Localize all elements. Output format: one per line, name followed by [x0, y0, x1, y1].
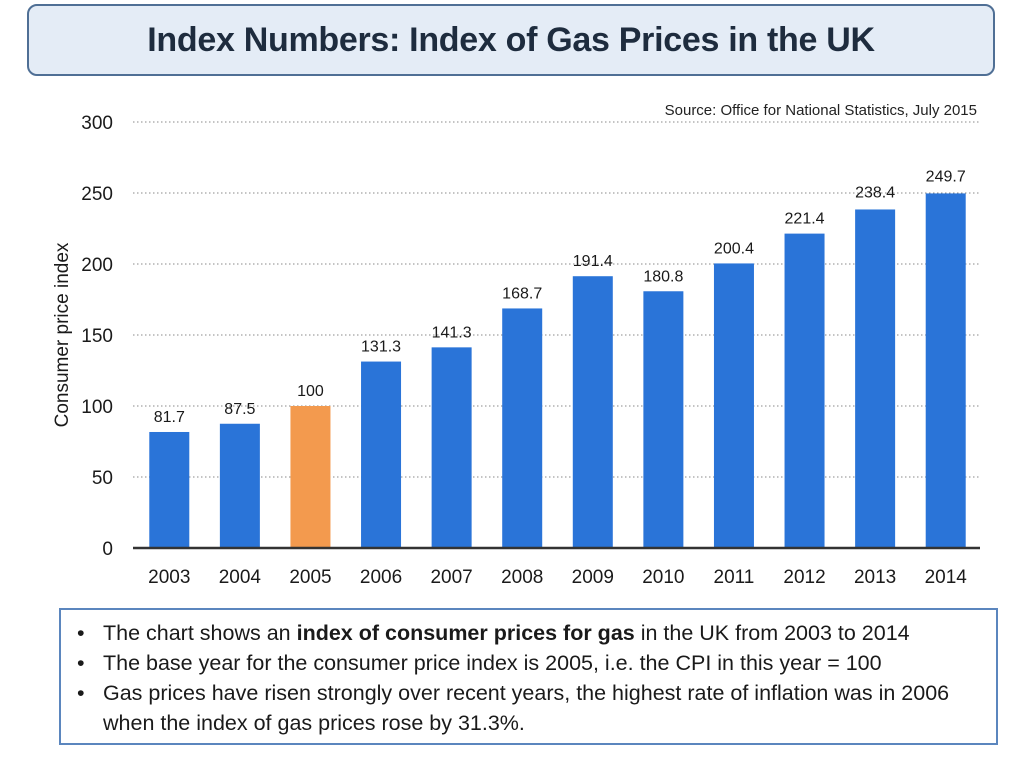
bar-2014: [925, 193, 966, 548]
source-note: Source: Office for National Statistics, …: [665, 102, 977, 119]
y-tick-label: 50: [92, 468, 113, 489]
x-tick-label: 2013: [854, 567, 896, 588]
data-label: 141.3: [432, 324, 472, 341]
bar-chart: Source: Office for National Statistics, …: [52, 102, 980, 588]
bar-2006: [361, 361, 402, 548]
bar-2005: [290, 406, 331, 548]
data-label: 191.4: [573, 253, 613, 270]
x-tick-label: 2011: [714, 567, 755, 588]
note-text: The base year for the consumer price ind…: [103, 651, 882, 675]
page-title: Index Numbers: Index of Gas Prices in th…: [147, 20, 875, 59]
bar-2010: [643, 291, 684, 548]
x-tick-label: 2009: [572, 567, 614, 588]
data-label: 168.7: [502, 285, 542, 302]
data-label: 131.3: [361, 339, 401, 356]
x-tick-label: 2007: [430, 567, 472, 588]
x-tick-label: 2005: [289, 567, 331, 588]
bar-2011: [713, 263, 754, 548]
bar-2008: [502, 308, 543, 548]
x-tick-label: 2006: [360, 567, 402, 588]
note-text: The chart shows an: [103, 621, 297, 645]
data-label: 100: [297, 383, 324, 400]
x-tick-label: 2008: [501, 567, 543, 588]
note-text: Gas prices have risen strongly over rece…: [103, 681, 950, 735]
note-emphasis: index of consumer prices for gas: [296, 621, 635, 645]
data-label: 238.4: [855, 184, 895, 201]
x-tick-label: 2010: [642, 567, 684, 588]
data-label: 180.8: [643, 268, 683, 285]
bar-2013: [855, 209, 896, 549]
x-tick-label: 2003: [148, 567, 190, 588]
data-label: 81.7: [154, 409, 185, 426]
title-banner: Index Numbers: Index of Gas Prices in th…: [27, 4, 995, 76]
data-label: 87.5: [224, 401, 255, 418]
notes-box: The chart shows an index of consumer pri…: [59, 608, 998, 745]
bar-2004: [219, 423, 260, 548]
note-item: Gas prices have risen strongly over rece…: [75, 678, 982, 738]
note-item: The chart shows an index of consumer pri…: [75, 618, 982, 648]
x-tick-label: 2014: [925, 567, 968, 588]
y-tick-label: 250: [81, 184, 113, 205]
data-label: 221.4: [785, 211, 825, 228]
y-tick-label: 100: [81, 397, 113, 418]
bar-2007: [431, 347, 472, 548]
bar-2003: [149, 431, 190, 548]
note-item: The base year for the consumer price ind…: [75, 648, 982, 678]
y-tick-label: 200: [81, 255, 113, 276]
y-tick-label: 0: [102, 539, 113, 560]
x-tick-label: 2012: [783, 567, 825, 588]
data-label: 200.4: [714, 240, 754, 257]
y-tick-label: 300: [81, 113, 113, 134]
y-axis-label: Consumer price index: [52, 242, 73, 427]
y-tick-label: 150: [81, 326, 113, 347]
x-tick-label: 2004: [219, 567, 262, 588]
bar-2009: [572, 276, 613, 548]
data-label: 249.7: [926, 168, 966, 185]
notes-list: The chart shows an index of consumer pri…: [75, 618, 982, 738]
note-text: in the UK from 2003 to 2014: [634, 621, 910, 645]
bar-2012: [784, 233, 825, 548]
